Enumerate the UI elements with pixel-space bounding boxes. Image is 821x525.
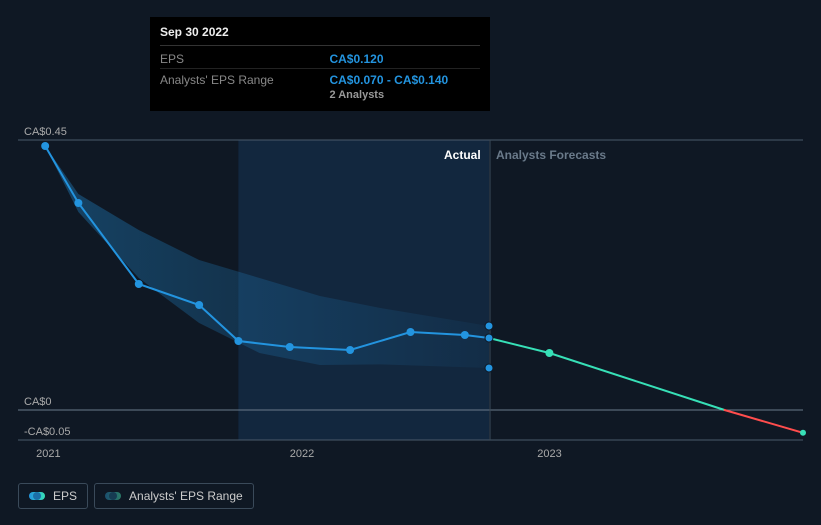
tooltip-row-sub: 2 Analysts <box>329 89 384 101</box>
legend-label: EPS <box>53 489 77 503</box>
legend-label: Analysts' EPS Range <box>129 489 243 503</box>
tooltip-row-label: EPS <box>160 50 329 69</box>
section-label-forecast: Analysts Forecasts <box>496 148 606 162</box>
y-tick-label: CA$0.45 <box>24 126 67 138</box>
legend-item-eps[interactable]: EPS <box>18 483 88 509</box>
legend-swatch-icon <box>105 492 121 500</box>
eps-chart[interactable]: CA$0.45 CA$0 -CA$0.05 2021 2022 2023 Act… <box>0 0 821 520</box>
tooltip-title: Sep 30 2022 <box>160 25 480 46</box>
legend-swatch-icon <box>29 492 45 500</box>
x-tick-label: 2021 <box>36 448 60 460</box>
chart-legend: EPS Analysts' EPS Range <box>18 483 254 509</box>
x-tick-label: 2023 <box>537 448 561 460</box>
tooltip-row-label: Analysts' EPS Range <box>160 69 329 104</box>
y-tick-label: -CA$0.05 <box>24 426 70 438</box>
section-label-actual: Actual <box>444 148 481 162</box>
legend-item-range[interactable]: Analysts' EPS Range <box>94 483 254 509</box>
y-tick-label: CA$0 <box>24 396 52 408</box>
tooltip-row-value: CA$0.120 <box>329 50 480 69</box>
tooltip-row-value: CA$0.070 - CA$0.140 2 Analysts <box>329 69 480 104</box>
x-tick-label: 2022 <box>290 448 314 460</box>
chart-tooltip: Sep 30 2022 EPS CA$0.120 Analysts' EPS R… <box>150 17 490 111</box>
